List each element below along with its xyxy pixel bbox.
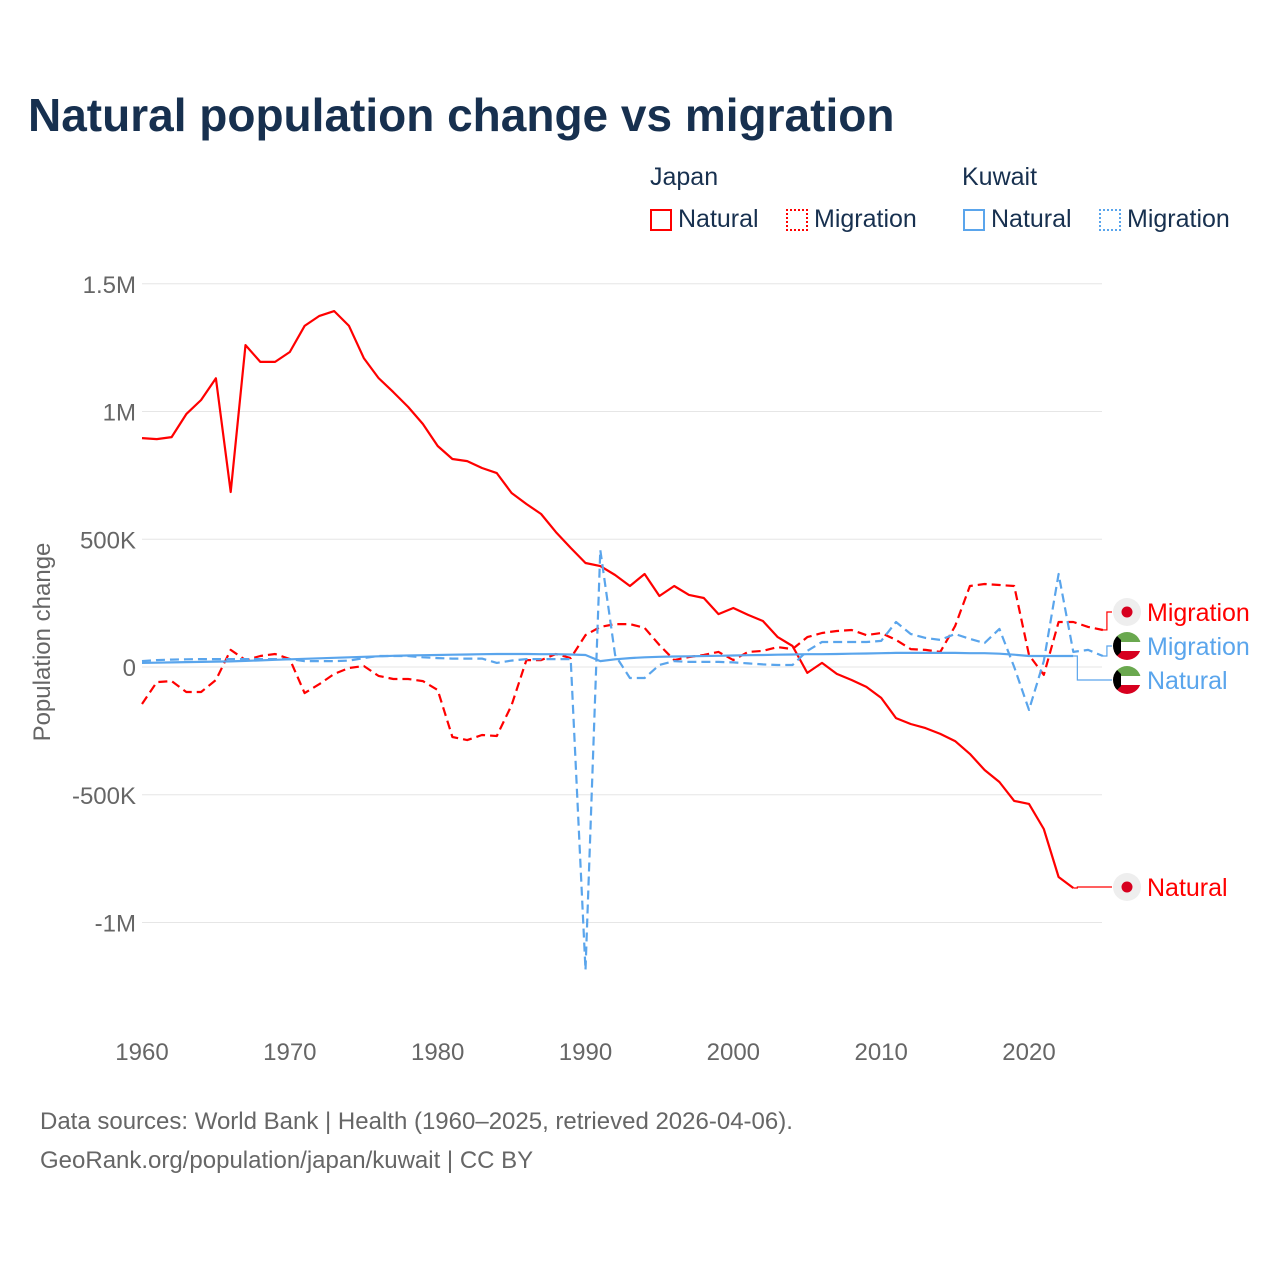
legend-swatch-solid-blue <box>963 208 985 231</box>
source-text: Data sources: World Bank | Health (1960–… <box>40 1108 793 1135</box>
legend-label: Natural <box>991 205 1072 233</box>
flag-green <box>1113 666 1141 676</box>
legend-label: Migration <box>1127 205 1230 233</box>
legend-swatch-solid-red <box>650 208 672 231</box>
flag-white <box>1113 676 1141 685</box>
japan-flag-disc <box>1121 606 1133 618</box>
x-tick-label: 2000 <box>707 1039 760 1066</box>
x-tick-label: 2020 <box>1002 1039 1055 1066</box>
japan-flag-disc <box>1121 881 1133 893</box>
legend-japan-natural[interactable]: Natural <box>650 205 759 234</box>
kuwait-flag-icon <box>1113 632 1141 660</box>
y-tick-label: 500K <box>80 527 136 554</box>
y-tick-label: -500K <box>72 783 136 810</box>
flag-black <box>1113 632 1121 660</box>
y-tick-label: 1.5M <box>83 272 136 299</box>
legend-label: Natural <box>678 205 759 233</box>
x-tick-label: 1990 <box>559 1039 612 1066</box>
end-label: Natural <box>1147 667 1228 695</box>
legend-group-japan: Japan <box>650 163 719 191</box>
y-tick-label: 0 <box>123 655 136 682</box>
legend-kuwait-natural[interactable]: Natural <box>963 205 1072 234</box>
legend-swatch-dotted-red <box>786 208 808 231</box>
source-link[interactable]: GeoRank.org/population/japan/kuwait | CC… <box>40 1147 534 1174</box>
flag-green <box>1113 632 1141 642</box>
chart-title: Natural population change vs migration <box>28 89 895 141</box>
x-tick-label: 1970 <box>263 1039 316 1066</box>
end-label: Migration <box>1147 633 1250 661</box>
kuwait-flag-icon <box>1113 666 1141 694</box>
legend-group-kuwait: Kuwait <box>962 163 1038 191</box>
x-tick-label: 2010 <box>854 1039 907 1066</box>
x-tick-label: 1960 <box>115 1039 168 1066</box>
series-line-kuwait-natural <box>141 651 1074 664</box>
flag-black <box>1113 666 1121 694</box>
label-connector <box>1073 655 1112 681</box>
label-connector <box>1102 645 1112 657</box>
legend-japan-migration[interactable]: Migration <box>786 205 917 234</box>
series-line-kuwait-migration <box>141 548 1104 972</box>
legend-label: Migration <box>814 205 917 233</box>
y-axis-label: Population change <box>29 543 56 742</box>
flag-red <box>1113 651 1141 660</box>
flag-body <box>1113 632 1141 660</box>
y-tick-label: -1M <box>95 911 136 938</box>
label-connector <box>1102 611 1112 631</box>
x-tick-label: 1980 <box>411 1039 464 1066</box>
flag-red <box>1113 685 1141 694</box>
series-line-japan-natural <box>141 310 1074 889</box>
label-connector <box>1073 886 1112 889</box>
flag-white <box>1113 642 1141 651</box>
end-label: Natural <box>1147 874 1228 902</box>
y-tick-label: 1M <box>103 400 136 427</box>
legend-kuwait-migration[interactable]: Migration <box>1099 205 1230 234</box>
end-label: Migration <box>1147 599 1250 627</box>
flag-body <box>1113 666 1141 694</box>
legend-swatch-dotted-blue <box>1099 208 1121 231</box>
series-line-japan-migration <box>141 582 1104 742</box>
